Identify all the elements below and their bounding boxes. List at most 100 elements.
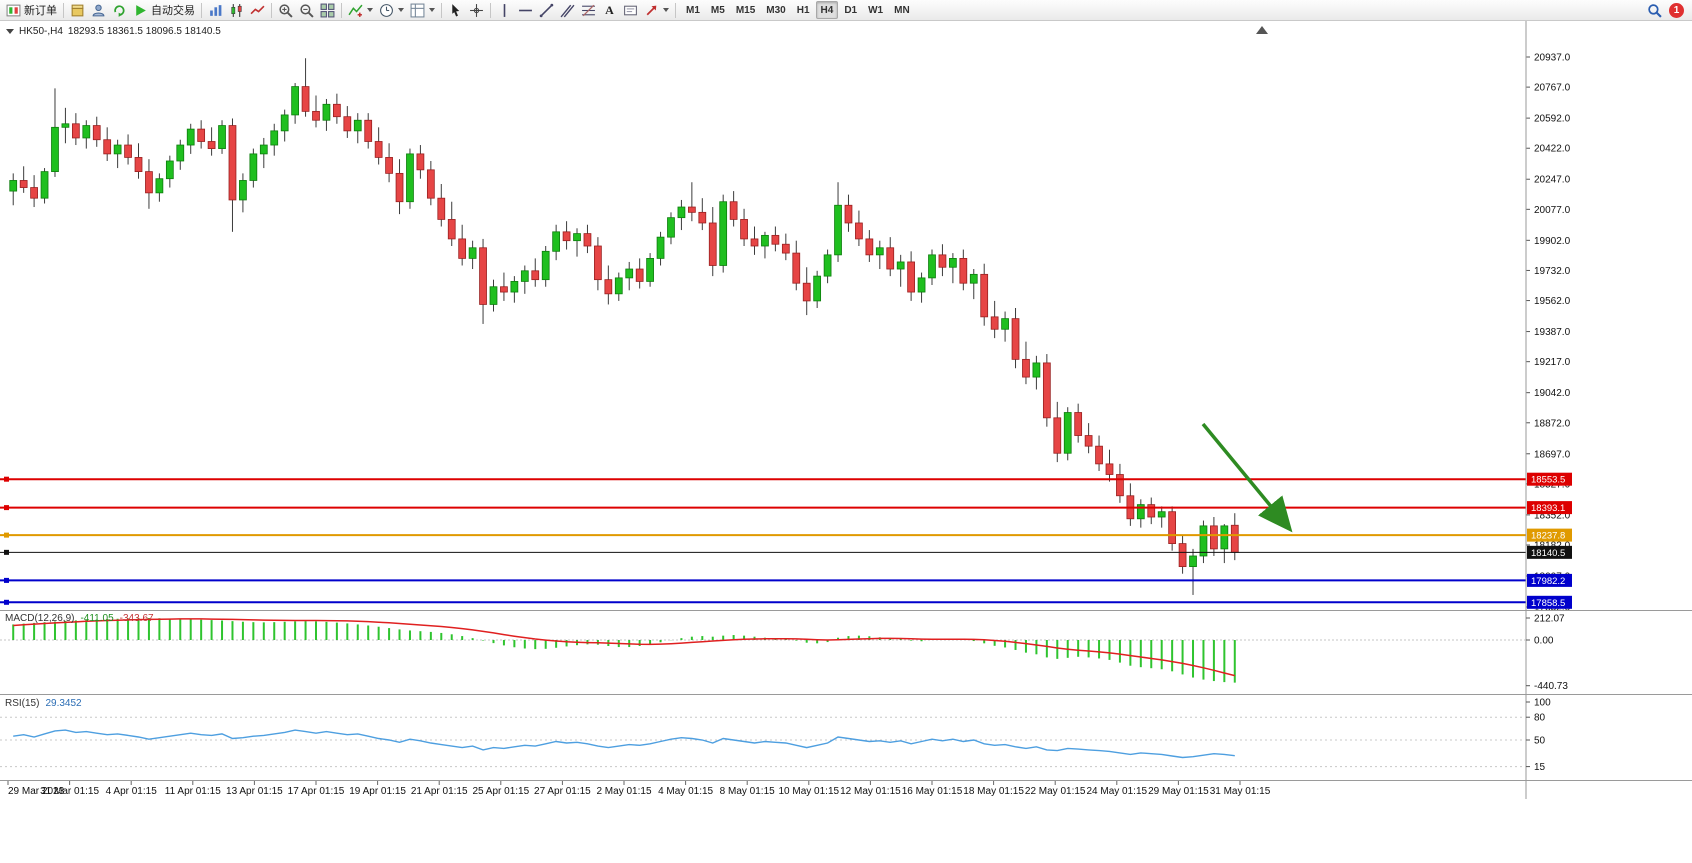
svg-text:18393.1: 18393.1 [1531, 503, 1565, 514]
candlestick-chart-button[interactable] [226, 1, 247, 20]
accounts-button[interactable] [88, 1, 109, 20]
svg-text:31 May 01:15: 31 May 01:15 [1210, 786, 1271, 797]
crosshair-icon [469, 3, 484, 18]
new-order-icon [6, 3, 21, 18]
trend-arrow[interactable] [1201, 422, 1293, 533]
arrow-icon [644, 3, 659, 18]
svg-text:17 Apr 01:15: 17 Apr 01:15 [288, 786, 345, 797]
svg-text:27 Apr 01:15: 27 Apr 01:15 [534, 786, 591, 797]
svg-text:50: 50 [1534, 736, 1546, 747]
tile-windows-icon [320, 3, 335, 18]
chart-window[interactable]: 20937.0 20767.0 20592.0 20422.0 20247.0 20077… [0, 21, 1692, 863]
svg-text:18352.0: 18352.0 [1534, 510, 1571, 521]
timeframe-button-h1[interactable]: H1 [792, 1, 815, 19]
crosshair-button[interactable] [466, 1, 487, 20]
svg-text:18140.5: 18140.5 [1531, 548, 1565, 559]
svg-text:20592.0: 20592.0 [1534, 114, 1571, 125]
timeframe-button-h4[interactable]: H4 [815, 1, 839, 19]
templates-button[interactable] [407, 1, 438, 20]
market-watch-button[interactable] [67, 1, 88, 20]
toolbar-separator [341, 2, 342, 18]
arrows-tool-button[interactable] [641, 1, 672, 20]
fibonacci-button[interactable] [578, 1, 599, 20]
toolbar-separator [441, 2, 442, 18]
candles [9, 58, 1239, 595]
indicators-icon [348, 3, 363, 18]
timeframe-button-mn[interactable]: MN [889, 1, 915, 19]
svg-text:18237.8: 18237.8 [1531, 531, 1565, 542]
svg-text:20767.0: 20767.0 [1534, 83, 1571, 94]
zoom-out-button[interactable] [296, 1, 317, 20]
play-icon [133, 3, 148, 18]
svg-text:19042.0: 19042.0 [1534, 388, 1571, 399]
zoom-in-button[interactable] [275, 1, 296, 20]
svg-text:8 May 01:15: 8 May 01:15 [720, 786, 775, 797]
template-icon [410, 3, 425, 18]
tile-windows-button[interactable] [317, 1, 338, 20]
chart-canvas[interactable]: 20937.0 20767.0 20592.0 20422.0 20247.0 20077… [0, 21, 1692, 863]
svg-text:21 Apr 01:15: 21 Apr 01:15 [411, 786, 468, 797]
svg-text:20077.0: 20077.0 [1534, 205, 1571, 216]
svg-text:212.07: 212.07 [1534, 614, 1565, 625]
indicators-button[interactable] [345, 1, 376, 20]
chevron-down-icon [398, 8, 404, 12]
svg-text:17982.2: 17982.2 [1531, 576, 1565, 587]
svg-text:10 May 01:15: 10 May 01:15 [778, 786, 839, 797]
trendline-button[interactable] [536, 1, 557, 20]
refresh-icon [112, 3, 127, 18]
chart-title: HK50-,H4 18293.5 18361.5 18096.5 18140.5 [6, 26, 221, 37]
macd-name: MACD(12,26,9) [5, 613, 75, 624]
notification-badge[interactable]: 1 [1669, 2, 1684, 18]
macd-label: MACD(12,26,9) -411.05 -343.67 [5, 613, 154, 624]
refresh-button[interactable] [109, 1, 130, 20]
clock-icon [379, 3, 394, 18]
svg-text:12 May 01:15: 12 May 01:15 [840, 786, 901, 797]
horizontal-line-button[interactable] [515, 1, 536, 20]
toolbar-separator [675, 2, 676, 18]
horizontal-lines[interactable]: 18553.5 18393.1 18237.8 18140.5 17982.2 17858… [0, 472, 1572, 609]
timeframe-button-m15[interactable]: M15 [731, 1, 760, 19]
line-chart-button[interactable] [247, 1, 268, 20]
svg-text:-440.73: -440.73 [1534, 681, 1568, 692]
text-tool-button[interactable]: A [599, 1, 620, 20]
toolbar-right: 1 [1647, 2, 1689, 18]
svg-text:16 May 01:15: 16 May 01:15 [902, 786, 963, 797]
toolbar-separator [490, 2, 491, 18]
vertical-line-button[interactable] [494, 1, 515, 20]
timeframe-group: M1 M5 M15 M30 H1 H4 D1 W1 MN [681, 1, 915, 19]
toolbar: 新订单 自动交易 A M1 M5 M15 M30 H1 H4 D1 W1 MN 1 [0, 0, 1692, 21]
text-label-icon [623, 3, 638, 18]
bar-chart-button[interactable] [205, 1, 226, 20]
timeframe-button-w1[interactable]: W1 [863, 1, 888, 19]
auto-trading-button[interactable]: 自动交易 [130, 1, 198, 20]
svg-text:19732.0: 19732.0 [1534, 266, 1571, 277]
svg-text:29 Mar 2023: 29 Mar 2023 [8, 786, 65, 797]
svg-text:13 Apr 01:15: 13 Apr 01:15 [226, 786, 283, 797]
chart-menu-caret-icon[interactable] [6, 29, 14, 34]
timeframe-button-m30[interactable]: M30 [761, 1, 790, 19]
svg-text:2 May 01:15: 2 May 01:15 [596, 786, 651, 797]
svg-text:15: 15 [1534, 762, 1546, 773]
svg-text:20247.0: 20247.0 [1534, 175, 1571, 186]
svg-text:20422.0: 20422.0 [1534, 144, 1571, 155]
svg-text:11 Apr 01:15: 11 Apr 01:15 [165, 786, 221, 797]
macd-panel[interactable]: 212.07 0.00 -440.73 [0, 614, 1568, 693]
timeframe-button-d1[interactable]: D1 [839, 1, 862, 19]
timeframe-button-m1[interactable]: M1 [681, 1, 705, 19]
rsi-panel[interactable]: 100 80 50 15 [0, 698, 1551, 774]
new-order-button[interactable]: 新订单 [3, 1, 60, 20]
svg-text:22 May 01:15: 22 May 01:15 [1025, 786, 1086, 797]
cursor-button[interactable] [445, 1, 466, 20]
svg-text:17858.5: 17858.5 [1531, 598, 1565, 609]
svg-text:4 Apr 01:15: 4 Apr 01:15 [106, 786, 158, 797]
svg-text:20937.0: 20937.0 [1534, 53, 1571, 64]
ohlc-values: 18293.5 18361.5 18096.5 18140.5 [67, 26, 221, 37]
macd-signal-value: -343.67 [119, 613, 154, 624]
chart-shift-marker[interactable] [1256, 26, 1268, 34]
timeframe-button-m5[interactable]: M5 [706, 1, 730, 19]
search-icon[interactable] [1647, 3, 1662, 18]
text-label-button[interactable] [620, 1, 641, 20]
channel-button[interactable] [557, 1, 578, 20]
periods-button[interactable] [376, 1, 407, 20]
